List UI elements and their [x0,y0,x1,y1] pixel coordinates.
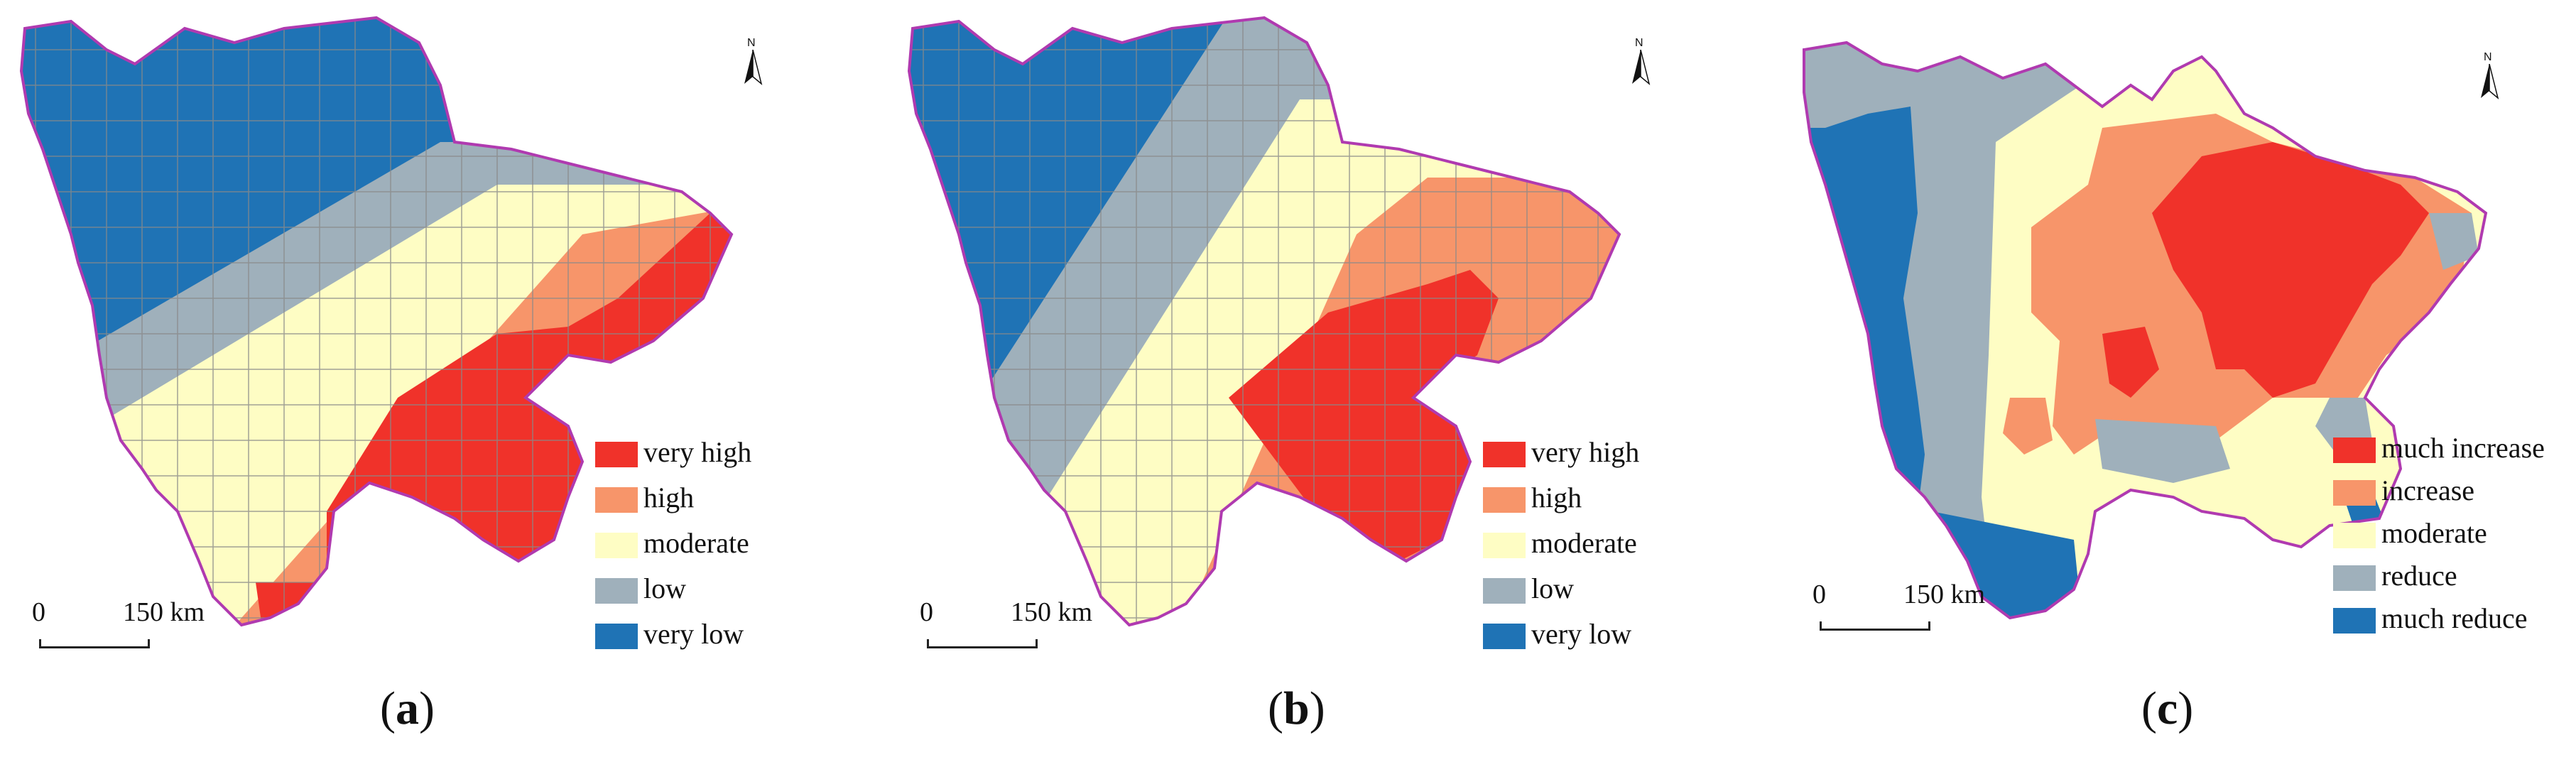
scale-zero-label: 0 [920,597,933,627]
scale-end-label: 150 km [1903,580,1986,609]
map-a [19,16,734,627]
legend-swatch [2333,523,2376,548]
boundary-a [19,16,734,627]
north-arrow-icon: N [1626,37,1655,91]
legend-label: moderate [1531,527,1637,559]
legend-swatch [1483,533,1526,558]
scale-line [39,639,150,648]
legend-swatch [2333,480,2376,506]
panel-b: N very high high moderate low very low 0 [888,0,1740,772]
north-label: N [1635,37,1643,49]
legend-swatch [595,487,638,513]
legend-swatch [2333,565,2376,591]
panel-c: N much increase increase moderate reduce… [1776,0,2576,772]
scale-zero-label: 0 [32,597,45,627]
boundary-b [907,16,1621,627]
legend-label: much reduce [2381,602,2528,634]
scale-line [1820,621,1930,631]
legend-label: low [643,572,686,604]
caption-c: (c) [2141,683,2194,734]
legend-label: low [1531,572,1574,604]
north-arrow-icon: N [2475,51,2504,105]
scale-line [927,639,1038,648]
legend-label: moderate [643,527,749,559]
caption-letter: a [395,683,419,734]
scale-end-label: 150 km [1011,597,1093,627]
north-label: N [2484,51,2492,63]
legend-label: high [643,482,695,513]
legend-label: much increase [2381,432,2545,464]
legend-label: very low [643,618,744,650]
north-label: N [747,37,756,49]
caption-b: (b) [1268,683,1325,734]
caption-letter: c [2156,683,2178,734]
boundary-c [1803,40,2488,620]
caption-letter: b [1283,683,1310,734]
legend-swatch [1483,487,1526,513]
map-b [907,16,1621,627]
legend-label: very high [643,436,752,468]
legend-label: very high [1531,436,1640,468]
north-arrow-icon: N [739,37,767,91]
panel-a: N very high high moderate low very low 0 [0,0,852,772]
legend-swatch [595,442,638,467]
legend-label: reduce [2381,560,2457,592]
scale-end-label: 150 km [123,597,205,627]
legend-swatch [595,578,638,604]
legend-swatch [595,624,638,649]
legend-swatch [595,533,638,558]
legend-swatch [1483,624,1526,649]
legend-label: moderate [2381,517,2487,549]
scale-zero-label: 0 [1813,580,1826,609]
legend-label: high [1531,482,1582,513]
caption-a: (a) [380,683,435,734]
legend-label: increase [2381,474,2475,506]
legend-swatch [2333,437,2376,463]
legend-swatch [1483,578,1526,604]
legend-swatch [1483,442,1526,467]
legend-swatch [2333,608,2376,634]
legend-label: very low [1531,618,1632,650]
